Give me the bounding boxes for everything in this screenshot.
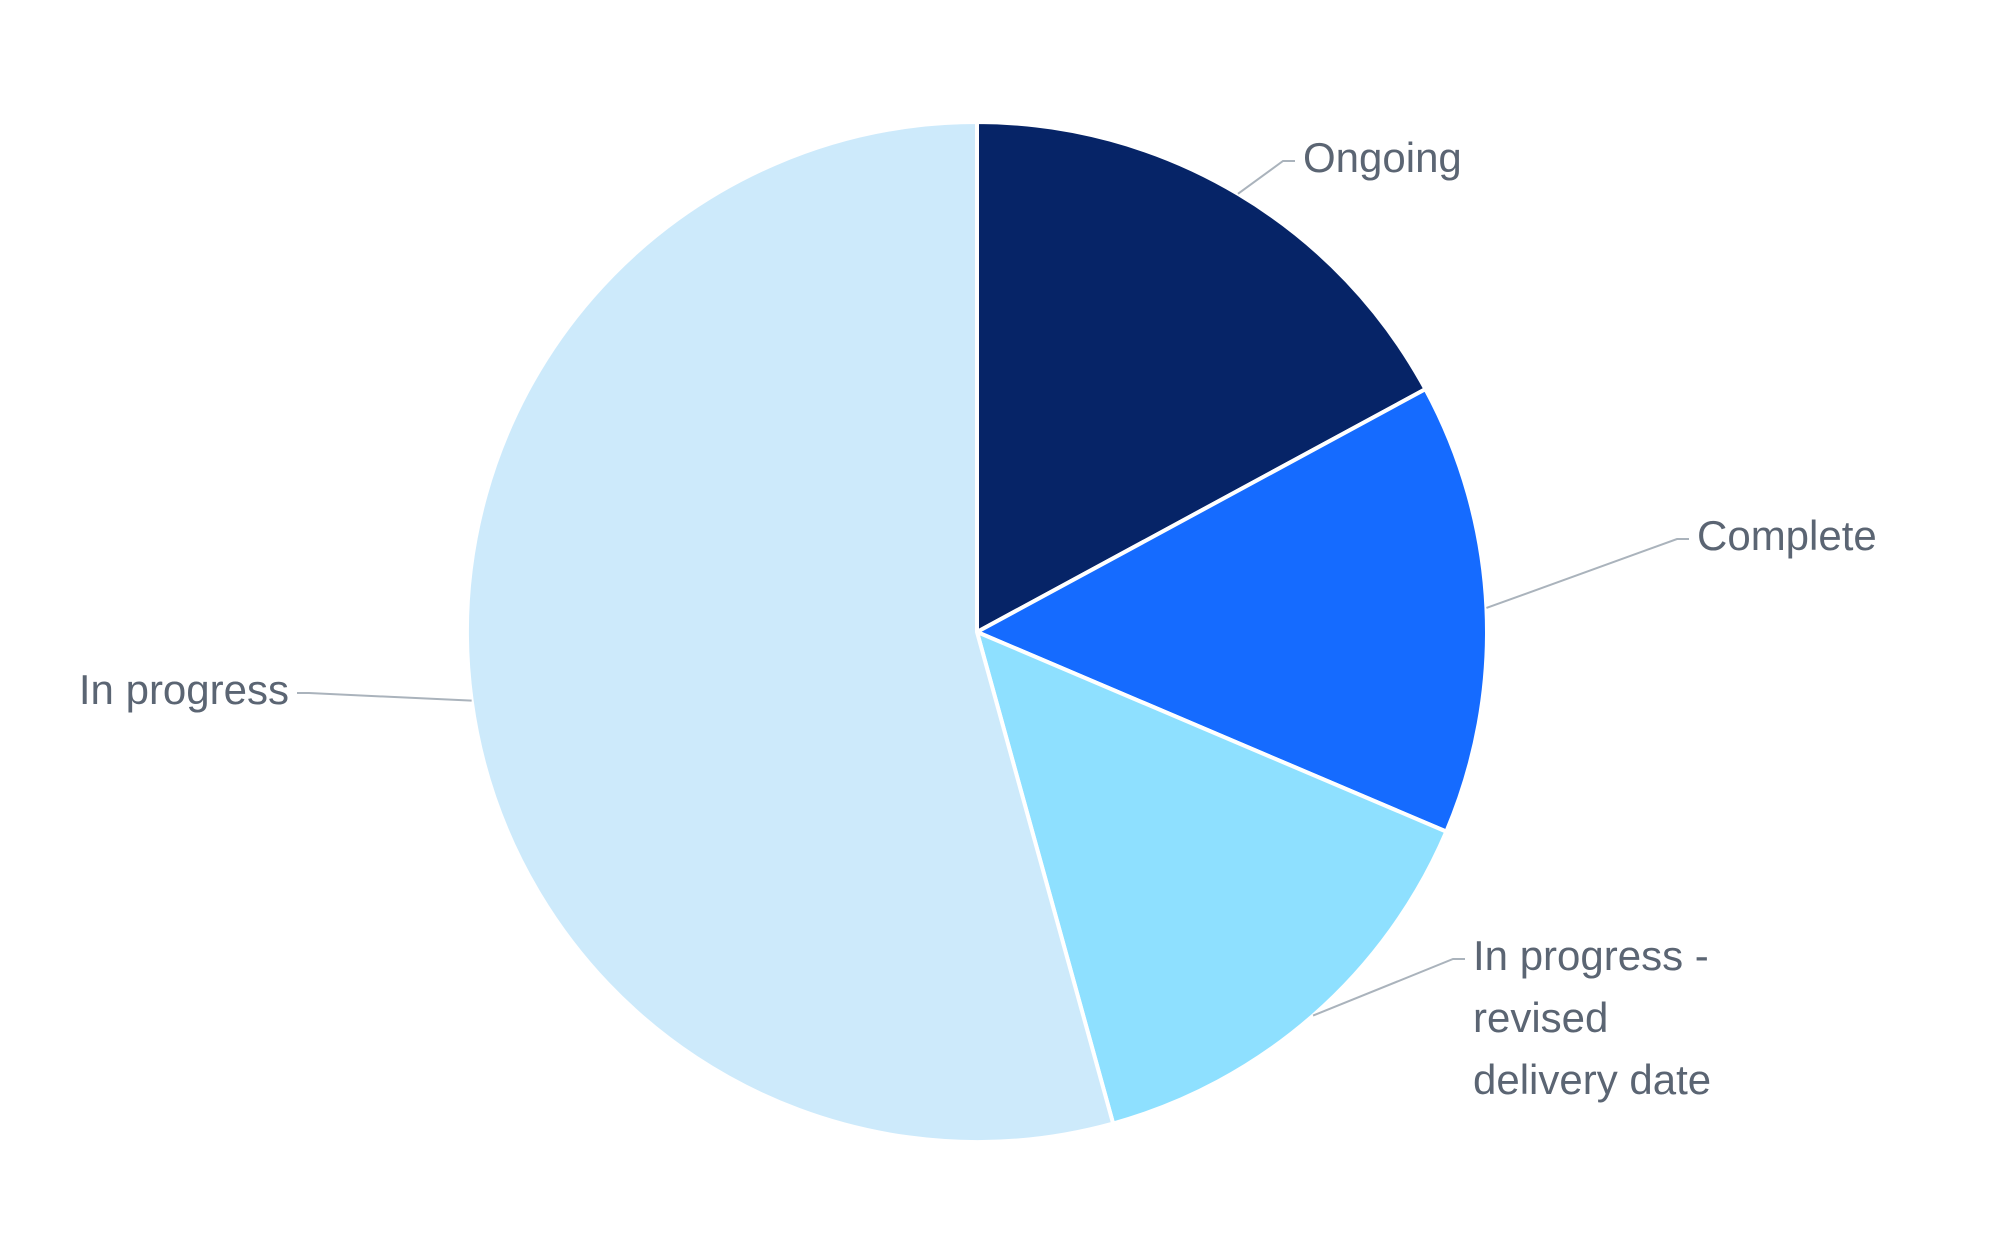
pie-slice: [972, 386, 1489, 835]
leader-line: [1312, 958, 1465, 1017]
pie-slice: [975, 119, 1429, 636]
label-line: delivery date: [1473, 1056, 1711, 1103]
leader-line: [297, 692, 472, 702]
slice-label: In progress - revised delivery date: [1473, 932, 1720, 1103]
leader-line: [1486, 538, 1689, 609]
label-line: In progress -: [1473, 932, 1720, 979]
leader-line: [1237, 160, 1295, 195]
slice-label: In progress: [79, 666, 289, 713]
pie-slice: [973, 628, 1449, 1126]
label-line: revised: [1473, 994, 1620, 1041]
slice-label: Complete: [1697, 512, 1877, 559]
pie-slice: [465, 119, 1116, 1144]
slice-label: Ongoing: [1303, 134, 1462, 181]
